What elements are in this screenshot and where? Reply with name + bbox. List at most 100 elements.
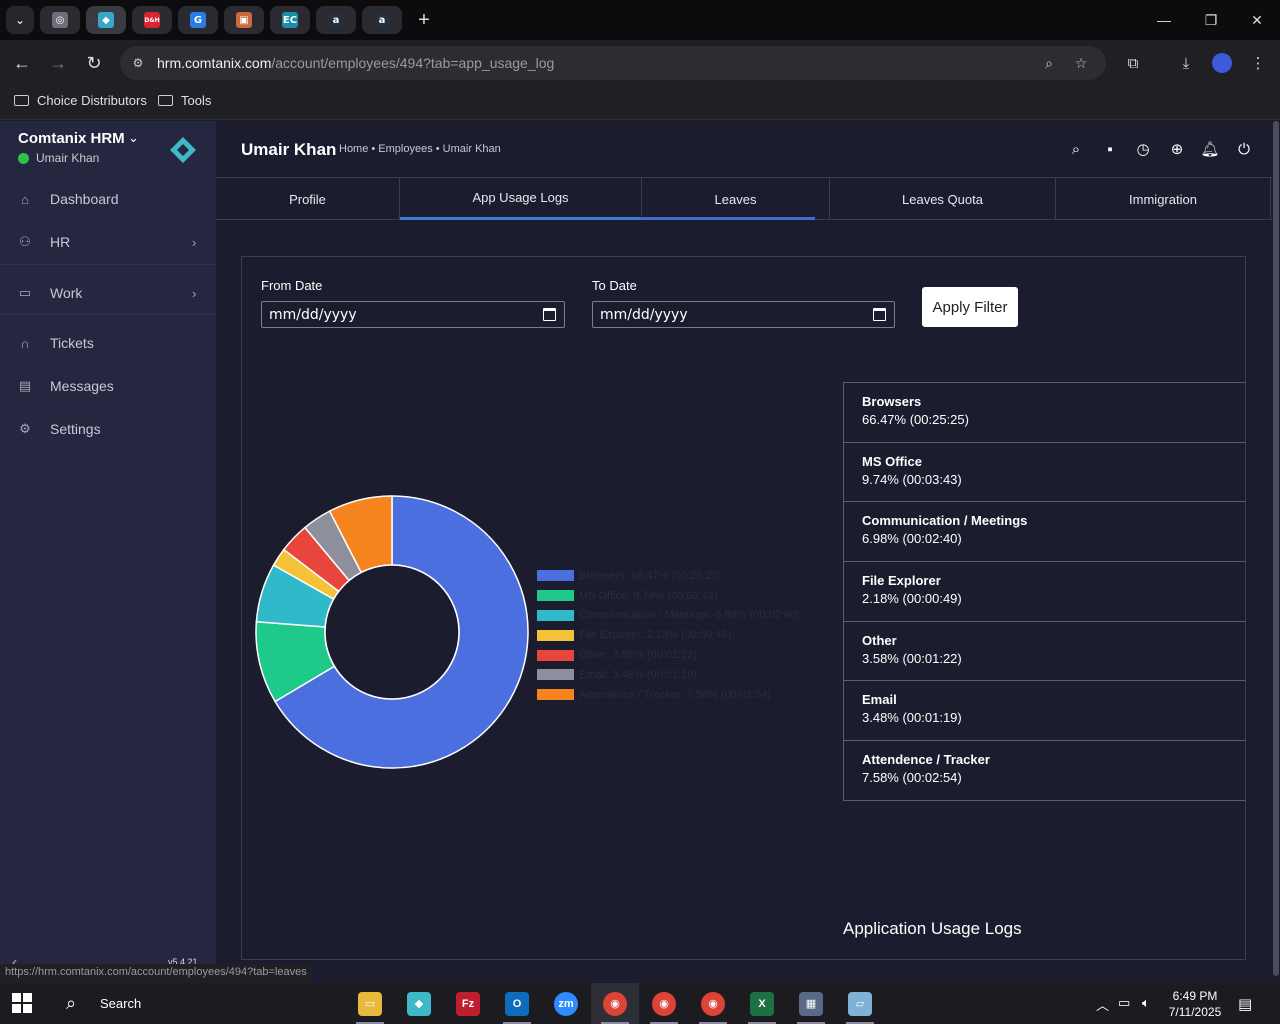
- openai-icon: ◎: [52, 12, 68, 28]
- address-bar[interactable]: ⚙ hrm.comtanix.com/account/employees/494…: [120, 46, 1106, 80]
- tab-list-button[interactable]: ⌄: [6, 6, 34, 34]
- legend-item[interactable]: File Explorer: 2.18% (00:00:49): [537, 625, 800, 645]
- stat-value: 7.58% (00:02:54): [862, 770, 962, 786]
- add-circle-icon[interactable]: ⊕: [1170, 141, 1184, 158]
- legend-item[interactable]: Email: 3.48% (00:01:19): [537, 665, 800, 685]
- minimize-button[interactable]: —: [1157, 12, 1171, 28]
- legend-swatch: [537, 629, 574, 641]
- sidebar-item-hr[interactable]: ⚇ HR ›: [0, 222, 216, 262]
- chevron-down-icon[interactable]: ⌄: [128, 130, 139, 145]
- tab-immigration[interactable]: Immigration: [1056, 178, 1271, 220]
- bookmark-folder-tools[interactable]: Tools: [158, 93, 211, 108]
- sidebar-item-dashboard[interactable]: ⌂ Dashboard: [0, 179, 216, 219]
- apply-filter-button[interactable]: Apply Filter: [922, 287, 1018, 327]
- new-tab-button[interactable]: +: [418, 8, 430, 31]
- reload-button[interactable]: ↻: [86, 52, 102, 73]
- from-date-input[interactable]: mm/dd/yyyy: [261, 301, 565, 328]
- browser-tab[interactable]: G: [178, 6, 218, 34]
- usage-stat-card: File Explorer 2.18% (00:00:49): [843, 561, 1246, 622]
- calculator-app[interactable]: ▦: [787, 983, 835, 1024]
- browser-tab[interactable]: a: [316, 6, 356, 34]
- page-scrollbar[interactable]: [1272, 121, 1280, 983]
- close-window-button[interactable]: ✕: [1251, 11, 1263, 28]
- scrollbar-thumb[interactable]: [1273, 121, 1279, 976]
- back-button[interactable]: ←: [13, 52, 31, 73]
- collapse-sidebar-icon[interactable]: ‹: [12, 954, 18, 971]
- browser-tab[interactable]: ◎: [40, 6, 80, 34]
- tab-app-usage-logs[interactable]: App Usage Logs: [400, 178, 642, 220]
- search-icon[interactable]: ⌕: [65, 992, 77, 1013]
- site-info-icon[interactable]: ⚙: [132, 56, 144, 70]
- calendar-icon[interactable]: [543, 308, 556, 321]
- stat-value: 66.47% (00:25:25): [862, 412, 969, 427]
- legend-swatch: [537, 689, 574, 701]
- forward-button[interactable]: →: [49, 52, 67, 73]
- briefcase-icon: ▭: [18, 285, 32, 300]
- app-version: v5.4.21: [168, 957, 198, 967]
- clock-icon[interactable]: ◷: [1136, 141, 1150, 158]
- chrome-app[interactable]: ◉: [591, 983, 639, 1024]
- stat-value: 3.58% (00:01:22): [862, 650, 962, 666]
- windows-start-icon[interactable]: [12, 993, 32, 1013]
- calendar-icon[interactable]: [873, 308, 886, 321]
- sidebar-item-tickets[interactable]: ∩ Tickets: [0, 323, 216, 363]
- comtanix-app[interactable]: ◆: [395, 983, 443, 1024]
- sidebar-item-settings[interactable]: ⚙ Settings: [0, 409, 216, 449]
- tab-leaves[interactable]: Leaves: [642, 178, 830, 220]
- legend-item[interactable]: Browsers: 66.47% (00:25:25): [537, 566, 800, 586]
- legend-swatch: [537, 570, 574, 582]
- sidebar-item-messages[interactable]: ▤ Messages: [0, 366, 216, 406]
- browser-tab[interactable]: D&H: [132, 6, 172, 34]
- bookmark-folder-choice-distributors[interactable]: Choice Distributors: [14, 93, 147, 108]
- restore-button[interactable]: ❐: [1204, 11, 1218, 28]
- taskbar-clock[interactable]: 6:49 PM 7/11/2025: [1168, 989, 1222, 1019]
- tab-profile[interactable]: Profile: [216, 178, 400, 220]
- downloads-icon[interactable]: ⤓: [1182, 54, 1190, 72]
- folder-icon: [14, 95, 29, 106]
- legend-swatch: [537, 649, 574, 661]
- menu-icon[interactable]: ⋮: [1250, 55, 1266, 72]
- chrome-profile-app[interactable]: ◉: [640, 983, 688, 1024]
- bookmark-star-icon[interactable]: ☆: [1074, 54, 1088, 71]
- message-icon: ▤: [18, 378, 32, 393]
- sidebar-item-work[interactable]: ▭ Work ›: [0, 273, 216, 313]
- legend-item[interactable]: MS Office: 9.74% (00:03:43): [537, 586, 800, 606]
- outlook-app[interactable]: O: [493, 983, 541, 1024]
- file-explorer-app[interactable]: ▭: [346, 983, 394, 1024]
- legend-item[interactable]: Other: 3.58% (00:01:22): [537, 645, 800, 665]
- legend-item[interactable]: Communication / Meetings: 6.98% (00:02:4…: [537, 606, 800, 626]
- outlook-icon: O: [505, 991, 529, 1016]
- sticky-note-icon[interactable]: ▪: [1107, 140, 1113, 158]
- notifications-icon[interactable]: ▤: [1238, 996, 1253, 1013]
- extensions-icon[interactable]: ⧉: [1127, 54, 1139, 72]
- search-icon[interactable]: ⌕: [1071, 140, 1081, 158]
- browser-tab[interactable]: ◆: [86, 6, 126, 34]
- brand-name[interactable]: Comtanix HRM: [18, 130, 125, 147]
- legend-item[interactable]: Attendence / Tracker: 7.58% (00:02:54): [537, 685, 800, 705]
- profile-avatar[interactable]: [1212, 53, 1232, 73]
- browser-tab[interactable]: ▣: [224, 6, 264, 34]
- excel-app[interactable]: X: [738, 983, 786, 1024]
- chevron-up-icon[interactable]: ︿: [1096, 998, 1110, 1013]
- browser-tab[interactable]: a: [362, 6, 402, 34]
- filezilla-app[interactable]: Fz: [444, 983, 492, 1024]
- page-title: Umair Khan: [241, 140, 337, 159]
- taskbar-search-label[interactable]: Search: [100, 996, 142, 1011]
- to-date-input[interactable]: mm/dd/yyyy: [592, 301, 895, 328]
- power-icon[interactable]: ⏻: [1238, 140, 1250, 158]
- chrome-profile-app-2[interactable]: ◉: [689, 983, 737, 1024]
- ec-icon: EC: [282, 12, 298, 28]
- zoom-app[interactable]: zm: [542, 983, 590, 1024]
- zoom-icon[interactable]: ⌕: [1045, 54, 1053, 71]
- bell-icon[interactable]: 🔔︎: [1200, 141, 1220, 158]
- network-icon[interactable]: ▭: [1118, 995, 1131, 1010]
- breadcrumb[interactable]: Home • Employees • Umair Khan: [339, 143, 501, 155]
- tab-leaves-quota[interactable]: Leaves Quota: [830, 178, 1056, 220]
- sidebar: Comtanix HRM ⌄ Umair Khan ⌂ Dashboard ⚇ HR ›…: [0, 121, 216, 983]
- stat-category: Other: [862, 632, 897, 648]
- volume-icon[interactable]: 🔈︎: [1142, 995, 1150, 1010]
- legend-label: Other: 3.58% (00:01:22): [579, 649, 698, 662]
- notepad-app[interactable]: ▱: [836, 983, 884, 1024]
- browser-tab[interactable]: EC: [270, 6, 310, 34]
- legend-label: MS Office: 9.74% (00:03:43): [579, 589, 718, 602]
